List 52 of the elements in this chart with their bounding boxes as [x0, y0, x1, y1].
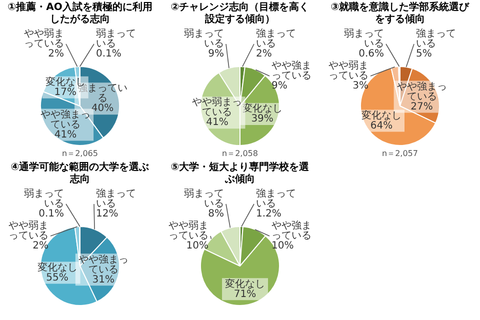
data-label: 55% — [46, 272, 68, 284]
slice-label: やや強まっている — [272, 220, 312, 242]
text: n＝2,065 — [61, 148, 99, 160]
slice-label: 強まっている — [96, 188, 136, 210]
slice-label: やや強まっている — [396, 80, 447, 102]
chart-title: ⑤大学・短大より専門学校を選ぶ傾向 — [170, 160, 310, 187]
slice-label: やや弱まっている — [192, 97, 242, 118]
slice-label: やや強まっている — [272, 60, 312, 82]
data-label: 64% — [370, 120, 393, 132]
data-label: 27% — [410, 101, 433, 112]
slice-label: 強まっている — [256, 28, 296, 50]
text: n＝2,057 — [381, 148, 419, 160]
slice-label: 変化なし — [225, 278, 266, 290]
slice-label: やや強まっている — [78, 253, 128, 276]
slice-label: 弱まっている — [184, 28, 224, 50]
data-label: 41% — [206, 117, 228, 128]
chart-title: ②チャレンジ志向（目標を高く設定する傾向） — [170, 0, 310, 27]
slice-label: 弱まっている — [184, 188, 224, 210]
slice-label: 強まっている — [256, 188, 296, 210]
data-label: 41% — [54, 129, 77, 140]
slice-label: やや弱まっている — [328, 60, 368, 82]
data-label: 8% — [208, 208, 224, 220]
chart-title: ③就職を意識した学部系統選びをする傾向 — [330, 0, 470, 27]
slice-label: 弱まっている — [344, 28, 384, 50]
slice-label: 弱まっている — [96, 28, 136, 50]
data-label: 0.1% — [96, 48, 122, 60]
data-label: 0.6% — [358, 48, 384, 60]
chart-title: ④通学可能な範囲の大学を選ぶ志向 — [10, 160, 150, 187]
slice-label: やや弱まっている — [8, 220, 48, 242]
data-label: 1.2% — [256, 208, 282, 220]
data-label: 39% — [251, 114, 274, 125]
slice-label: やや強まっている — [40, 108, 91, 130]
data-label: 2% — [256, 48, 272, 60]
chart-title: ①推薦・AO入試を積極的に利用したがる志向 — [6, 0, 154, 27]
slice-label: 変化なし — [361, 109, 402, 122]
slice-label: 変化なし — [37, 261, 78, 274]
text: n＝2,058 — [221, 148, 259, 160]
slice-label: やや弱まっている — [24, 28, 64, 50]
data-label: 31% — [92, 274, 115, 286]
data-label: 0.1% — [38, 208, 64, 220]
data-label: 9% — [208, 48, 224, 60]
data-label: 12% — [96, 208, 118, 220]
slice-label: やや弱まっている — [168, 220, 208, 242]
data-label: 40% — [91, 103, 114, 114]
slice-label: 強まっている — [416, 28, 456, 50]
data-label: 5% — [416, 48, 432, 60]
data-label: 2% — [48, 48, 64, 60]
slice-label: 弱まっている — [24, 188, 64, 210]
slice-label: 変化なし — [242, 102, 282, 115]
data-label: 17% — [54, 86, 76, 98]
data-label: 71% — [234, 288, 256, 300]
data-label: 10% — [272, 240, 294, 252]
